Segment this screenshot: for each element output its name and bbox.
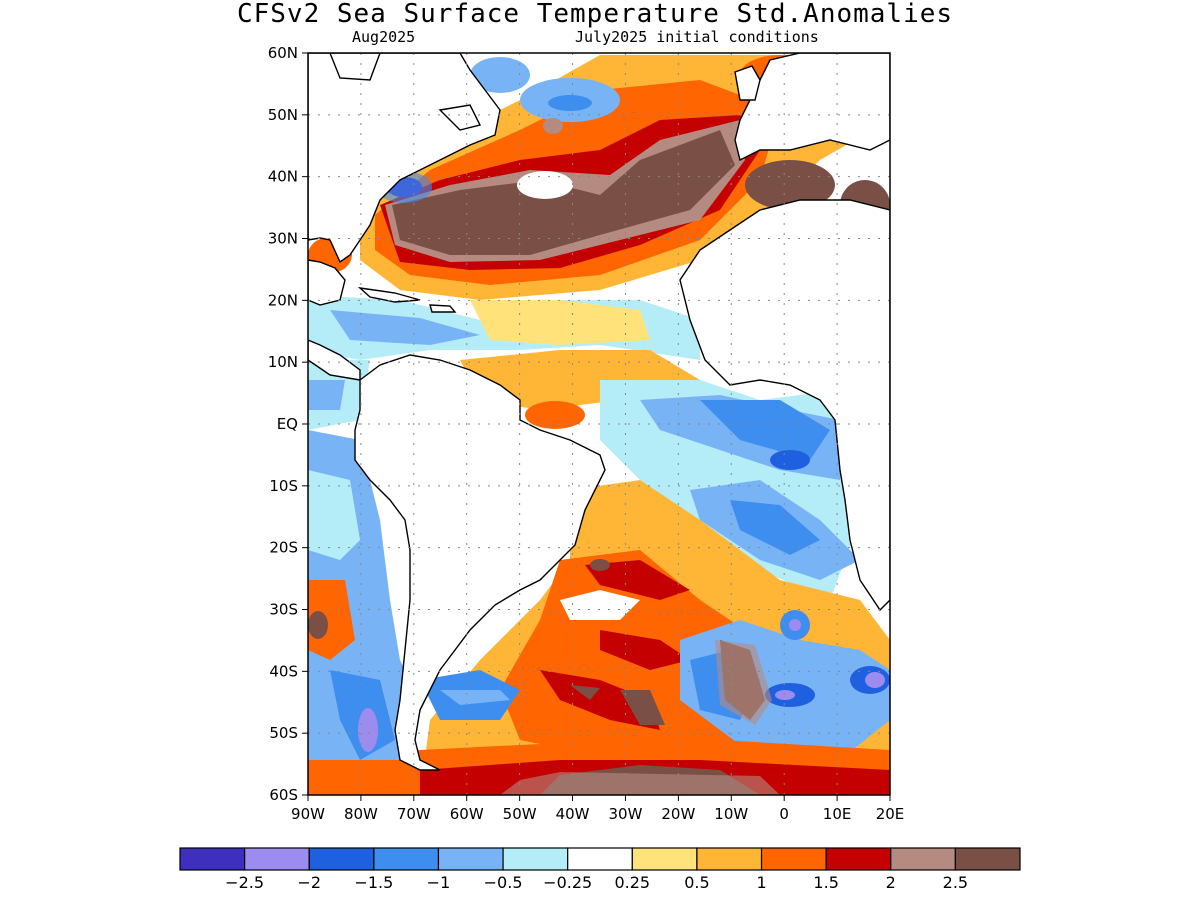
lat-tick-label: EQ bbox=[277, 415, 298, 433]
lon-tick-label: 10E bbox=[823, 805, 852, 823]
lat-tick-label: 60N bbox=[268, 44, 298, 62]
lat-tick-label: 20S bbox=[269, 539, 298, 557]
lat-tick-label: 10N bbox=[268, 353, 298, 371]
colorbar-swatch bbox=[308, 847, 375, 871]
colorbar-label: 1 bbox=[756, 873, 766, 892]
africa-landmass bbox=[679, 199, 890, 612]
europe-landmass bbox=[734, 53, 890, 162]
land-masses bbox=[308, 53, 890, 771]
longitude-labels: 90W 80W 70W 60W 50W 40W 30W 20W 10W 0 10E 20E bbox=[291, 795, 904, 823]
lat-tick-label: 40S bbox=[269, 662, 298, 680]
lon-tick-label: 30W bbox=[608, 805, 642, 823]
colorbar-swatch bbox=[696, 847, 763, 871]
lon-tick-label: 40W bbox=[556, 805, 590, 823]
lon-tick-label: 80W bbox=[344, 805, 378, 823]
valid-month-label: Aug2025 bbox=[352, 28, 416, 46]
colorbar-label: 2.5 bbox=[943, 873, 968, 892]
lat-tick-label: 50N bbox=[268, 106, 298, 124]
lon-tick-label: 50W bbox=[503, 805, 537, 823]
colorbar-swatch bbox=[502, 847, 569, 871]
graticule bbox=[308, 53, 890, 795]
lat-tick-label: 20N bbox=[268, 291, 298, 309]
lat-tick-label: 10S bbox=[269, 477, 298, 495]
lat-tick-label: 60S bbox=[269, 786, 298, 804]
north-america-landmass bbox=[308, 53, 501, 264]
colorbar-label: −1 bbox=[427, 873, 451, 892]
lon-tick-label: 0 bbox=[779, 805, 789, 823]
colorbar-label: 0.25 bbox=[614, 873, 650, 892]
colorbar-swatch bbox=[567, 847, 633, 871]
colorbar-swatch bbox=[825, 847, 892, 871]
colorbar-swatch bbox=[631, 847, 698, 871]
colorbar-swatch bbox=[890, 847, 956, 871]
lat-tick-label: 50S bbox=[269, 724, 298, 742]
colorbar-swatch bbox=[179, 847, 246, 871]
colorbar-swatch bbox=[244, 847, 310, 871]
colorbar-label: −0.5 bbox=[484, 873, 523, 892]
lon-tick-label: 20E bbox=[876, 805, 905, 823]
latitude-labels: 60N 50N 40N 30N 20N 10N EQ 10S 20S 30S 40S 50S 60S bbox=[268, 44, 308, 804]
colorbar-label: 0.5 bbox=[684, 873, 709, 892]
colorbar-swatch bbox=[760, 847, 827, 871]
colorbar-swatch bbox=[954, 847, 1021, 871]
lon-tick-label: 20W bbox=[661, 805, 695, 823]
lat-tick-label: 40N bbox=[268, 168, 298, 186]
lat-tick-label: 30N bbox=[268, 230, 298, 248]
lon-tick-label: 60W bbox=[450, 805, 484, 823]
lon-tick-label: 90W bbox=[291, 805, 325, 823]
init-conditions-label: July2025 initial conditions bbox=[575, 28, 819, 46]
colorbar-label: 1.5 bbox=[813, 873, 838, 892]
colorbar-label: 2 bbox=[886, 873, 896, 892]
colorbar-label: −1.5 bbox=[354, 873, 393, 892]
colorbar-swatch bbox=[373, 847, 440, 871]
colorbar-label: −2 bbox=[297, 873, 321, 892]
map-title: CFSv2 Sea Surface Temperature Std.Anomal… bbox=[236, 0, 954, 29]
lon-tick-label: 10W bbox=[714, 805, 748, 823]
colorbar-label: −2.5 bbox=[225, 873, 264, 892]
lon-tick-label: 70W bbox=[397, 805, 431, 823]
colorbar-label: −0.25 bbox=[543, 873, 592, 892]
colorbar: −2.5 −2 −1.5 −1 −0.5 −0.25 0.25 0.5 1 1.5 2 2.5 bbox=[179, 847, 1021, 892]
colorbar-swatch bbox=[437, 847, 504, 871]
lat-tick-label: 30S bbox=[269, 601, 298, 619]
